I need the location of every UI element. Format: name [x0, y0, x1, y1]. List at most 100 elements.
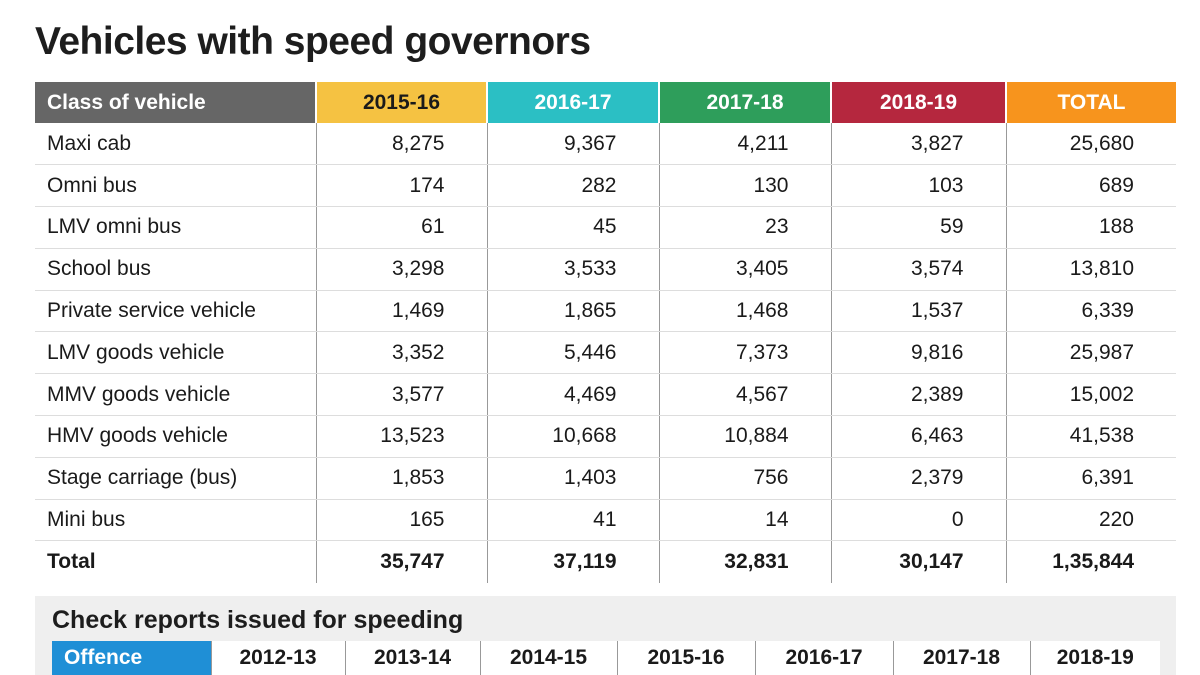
cell: 1,537 [830, 290, 1006, 333]
row-label: School bus [35, 248, 316, 291]
cell: 6,391 [1005, 457, 1176, 500]
table-row: Omni bus 174 282 130 103 689 [35, 164, 1176, 208]
column-header: 2017-18 [658, 82, 831, 123]
table-row: Stage carriage (bus) 1,853 1,403 756 2,379 6,… [35, 457, 1176, 500]
table-row: LMV goods vehicle 3,352 5,446 7,373 9,816 25,… [35, 331, 1176, 375]
column-header: 2016-17 [754, 641, 893, 675]
cell: 45 [486, 206, 659, 249]
section-title: Check reports issued for speeding [52, 606, 464, 634]
table-row: MMV goods vehicle 3,577 4,469 4,567 2,389 15,… [35, 373, 1176, 417]
row-label: MMV goods vehicle [35, 373, 316, 417]
cell: 30,147 [830, 540, 1006, 583]
cell: 3,298 [315, 248, 487, 291]
cell: 1,468 [658, 290, 831, 333]
cell: 6,339 [1005, 290, 1176, 333]
cell: 165 [315, 499, 487, 542]
header-row: Offence 2012-13 2013-14 2014-15 2015-16 2016-… [52, 641, 1160, 675]
cell: 23 [658, 206, 831, 249]
cell: 6,463 [830, 415, 1006, 458]
cell: 3,827 [830, 123, 1006, 166]
column-header: 2018-19 [1029, 641, 1160, 675]
column-header: 2012-13 [210, 641, 345, 675]
cell: 59 [830, 206, 1006, 249]
table-row: HMV goods vehicle 13,523 10,668 10,884 6,463… [35, 415, 1176, 458]
cell: 35,747 [315, 540, 487, 583]
table-row: Total 35,747 37,119 32,831 30,147 1,35,844 [35, 540, 1176, 583]
cell: 3,533 [486, 248, 659, 291]
cell: 9,367 [486, 123, 659, 166]
cell: 41 [486, 499, 659, 542]
header-row: Class of vehicle 2015-16 2016-17 2017-18 201… [35, 82, 1176, 123]
cell: 61 [315, 206, 487, 249]
row-label: Maxi cab [35, 123, 316, 166]
cell: 13,523 [315, 415, 487, 458]
cell: 8,275 [315, 123, 487, 166]
cell: 3,574 [830, 248, 1006, 291]
cell: 25,987 [1005, 331, 1176, 375]
table-row: Private service vehicle 1,469 1,865 1,468 1,… [35, 290, 1176, 333]
column-header: 2018-19 [830, 82, 1006, 123]
cell: 174 [315, 164, 487, 208]
cell: 3,352 [315, 331, 487, 375]
column-header: 2015-16 [616, 641, 755, 675]
cell: 689 [1005, 164, 1176, 208]
cell: 41,538 [1005, 415, 1176, 458]
column-header: TOTAL [1005, 82, 1176, 123]
row-label: LMV omni bus [35, 206, 316, 249]
cell: 1,35,844 [1005, 540, 1176, 583]
row-label: LMV goods vehicle [35, 331, 316, 375]
check-reports-table: Offence 2012-13 2013-14 2014-15 2015-16 2016-… [52, 641, 1160, 675]
cell: 37,119 [486, 540, 659, 583]
table-row: LMV omni bus 61 45 23 59 188 [35, 206, 1176, 249]
cell: 220 [1005, 499, 1176, 542]
cell: 25,680 [1005, 123, 1176, 166]
cell: 188 [1005, 206, 1176, 249]
column-header: 2017-18 [892, 641, 1030, 675]
speed-governor-table: Class of vehicle 2015-16 2016-17 2017-18 201… [35, 82, 1176, 583]
cell: 10,668 [486, 415, 659, 458]
cell: 2,389 [830, 373, 1006, 417]
cell: 282 [486, 164, 659, 208]
table-body: Maxi cab 8,275 9,367 4,211 3,827 25,680 Omni b… [35, 123, 1176, 583]
check-reports-panel: Check reports issued for speeding Offenc… [35, 596, 1176, 675]
cell: 14 [658, 499, 831, 542]
cell: 4,469 [486, 373, 659, 417]
row-label: HMV goods vehicle [35, 415, 316, 458]
column-header: 2016-17 [486, 82, 659, 123]
cell: 0 [830, 499, 1006, 542]
title: Vehicles with speed governors [35, 20, 591, 63]
cell: 130 [658, 164, 831, 208]
cell: 1,853 [315, 457, 487, 500]
cell: 32,831 [658, 540, 831, 583]
row-label: Private service vehicle [35, 290, 316, 333]
column-header: 2014-15 [479, 641, 617, 675]
column-header: 2013-14 [344, 641, 480, 675]
cell: 2,379 [830, 457, 1006, 500]
row-label: Omni bus [35, 164, 316, 208]
table-row: School bus 3,298 3,533 3,405 3,574 13,810 [35, 248, 1176, 291]
cell: 4,567 [658, 373, 831, 417]
cell: 9,816 [830, 331, 1006, 375]
cell: 13,810 [1005, 248, 1176, 291]
table-row: Maxi cab 8,275 9,367 4,211 3,827 25,680 [35, 123, 1176, 166]
table-row: Mini bus 165 41 14 0 220 [35, 499, 1176, 542]
cell: 3,577 [315, 373, 487, 417]
cell: 15,002 [1005, 373, 1176, 417]
row-label: Stage carriage (bus) [35, 457, 316, 500]
cell: 103 [830, 164, 1006, 208]
cell: 1,469 [315, 290, 487, 333]
cell: 4,211 [658, 123, 831, 166]
column-header: Class of vehicle [35, 82, 316, 123]
cell: 10,884 [658, 415, 831, 458]
cell: 7,373 [658, 331, 831, 375]
column-header: 2015-16 [315, 82, 487, 123]
row-label: Mini bus [35, 499, 316, 542]
cell: 1,865 [486, 290, 659, 333]
column-header: Offence [52, 641, 211, 675]
cell: 5,446 [486, 331, 659, 375]
row-label: Total [47, 550, 96, 574]
cell: 3,405 [658, 248, 831, 291]
cell: 1,403 [486, 457, 659, 500]
cell: 756 [658, 457, 831, 500]
